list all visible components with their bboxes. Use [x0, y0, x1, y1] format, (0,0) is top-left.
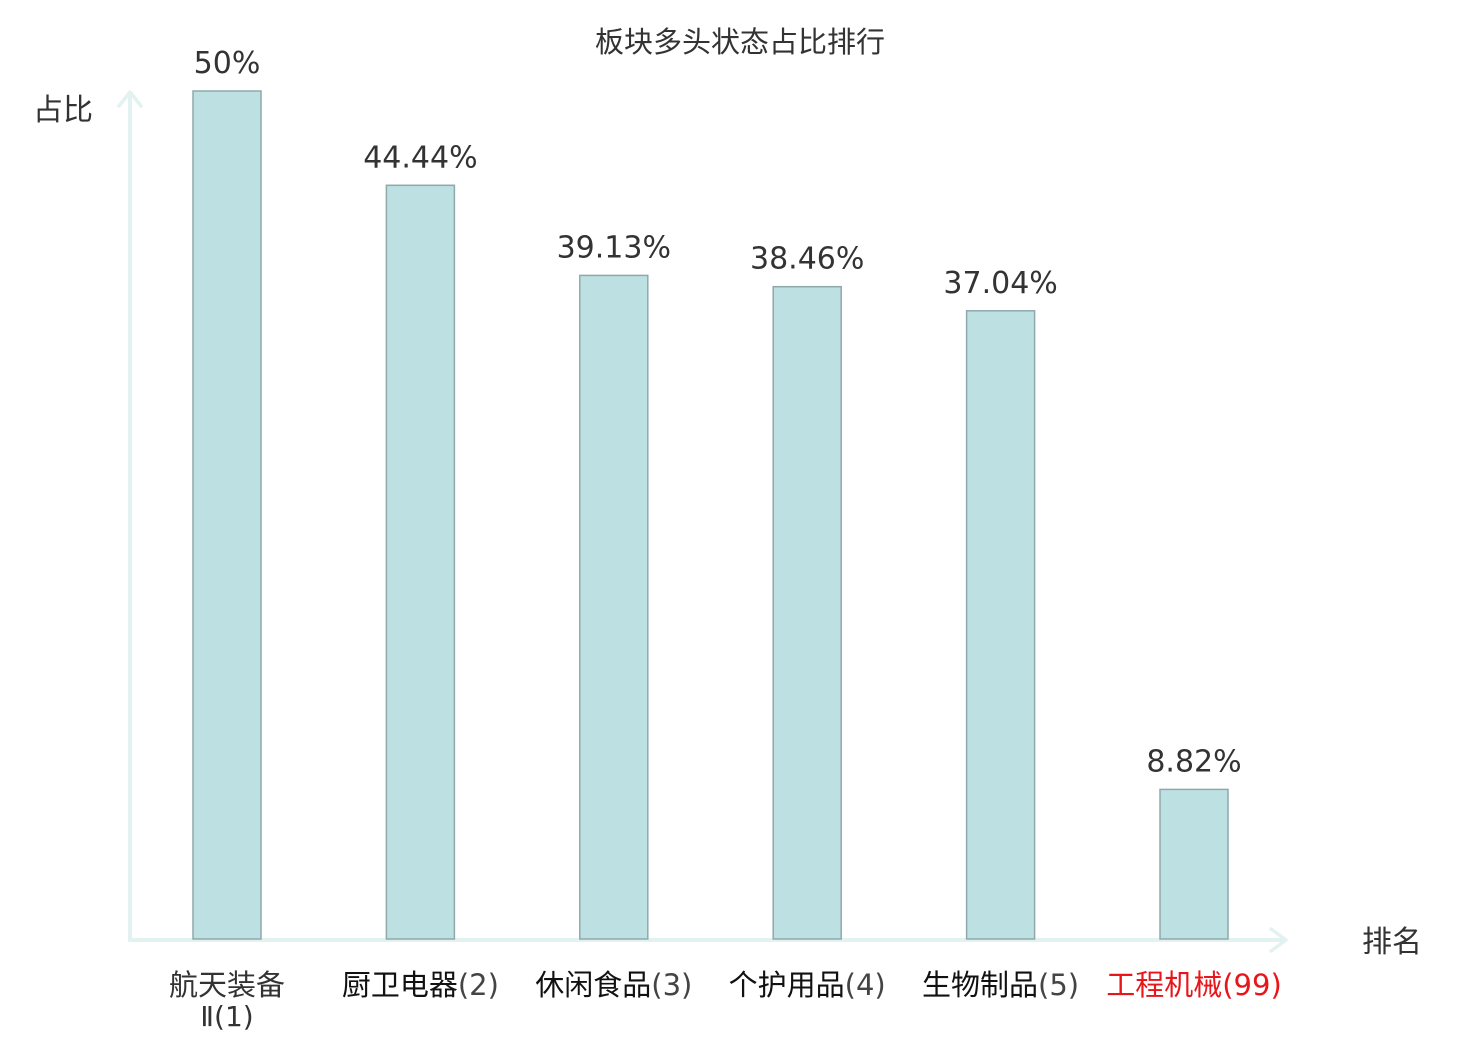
bar-3 [579, 274, 649, 940]
category-name-2: 厨卫电器 [342, 968, 458, 1002]
category-name-3: 休闲食品 [535, 968, 651, 1002]
category-name-6: 工程机械 [1106, 968, 1222, 1002]
value-label-2: 44.44% [363, 140, 477, 175]
category-name-5: 生物制品 [922, 968, 1038, 1002]
category-rank-5: (5) [1038, 968, 1079, 1002]
bar-4 [772, 285, 842, 940]
category-label-6: 工程机械(99) [1106, 968, 1282, 1002]
category-rank-2: (2) [458, 968, 499, 1002]
value-label-6: 8.82% [1146, 744, 1241, 779]
bar-6 [1159, 788, 1229, 940]
category-label-5: 生物制品(5) [922, 968, 1079, 1002]
category-label-2: 厨卫电器(2) [342, 968, 499, 1002]
axes [117, 90, 1288, 953]
x-axis-label: 排名 [1362, 925, 1422, 960]
value-label-4: 38.46% [750, 242, 864, 277]
value-labels-group: 50% 44.44% 39.13% 38.46% 37.04% 8.82% [194, 46, 1242, 779]
bar-2 [385, 184, 456, 940]
y-axis-arrow [117, 90, 143, 108]
category-label-4: 个护用品(4) [729, 968, 886, 1002]
y-axis-label: 占比 [33, 93, 93, 128]
category-rank-6: (99) [1222, 968, 1282, 1002]
bar-1 [192, 90, 262, 940]
category-rank-4: (4) [845, 968, 886, 1002]
bar-5 [965, 310, 1036, 940]
bars-group [192, 90, 1229, 940]
category-rank-3: (3) [651, 968, 692, 1002]
value-label-5: 37.04% [943, 266, 1057, 301]
x-axis-arrow [1269, 927, 1288, 953]
category-label-1: 航天装备 [169, 968, 285, 1002]
value-label-3: 39.13% [557, 230, 671, 265]
value-label-1: 50% [194, 46, 261, 81]
category-name-4: 个护用品 [729, 968, 845, 1002]
category-label-3: 休闲食品(3) [535, 968, 692, 1002]
category-rank-1: Ⅱ(1) [200, 1000, 253, 1033]
chart-title: 板块多头状态占比排行 [595, 25, 885, 59]
